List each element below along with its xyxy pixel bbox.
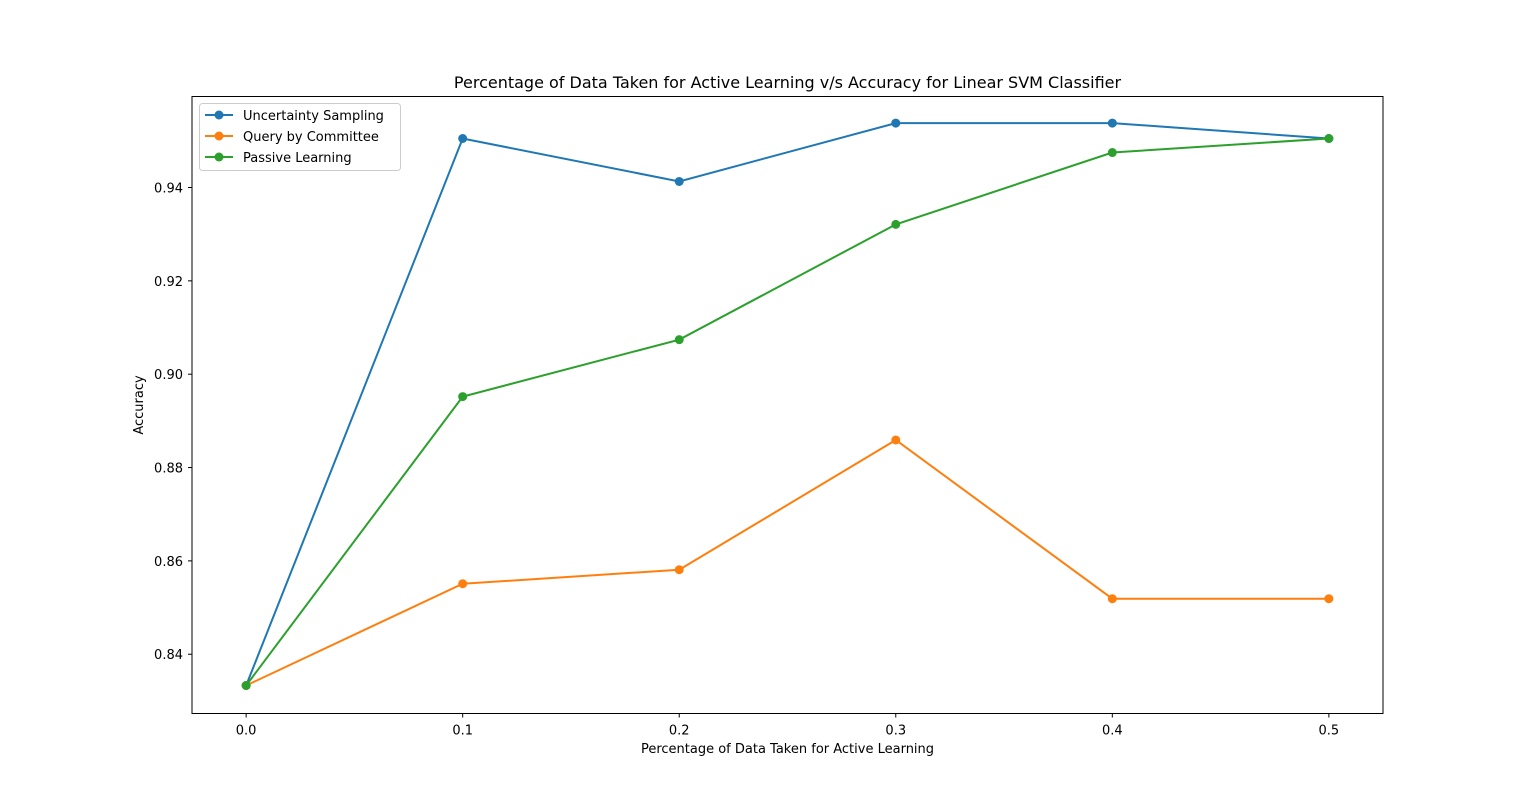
series-2 xyxy=(241,134,1334,690)
data-point xyxy=(674,176,684,186)
data-point xyxy=(458,134,468,144)
legend-item: Query by Committee xyxy=(205,130,379,145)
x-tick-label: 0.2 xyxy=(669,724,690,739)
x-tick-label: 0.5 xyxy=(1319,724,1340,739)
data-point xyxy=(241,680,251,690)
y-tick-label: 0.88 xyxy=(154,462,183,477)
data-point xyxy=(1107,148,1117,158)
legend-label: Query by Committee xyxy=(243,130,379,145)
legend-item: Passive Learning xyxy=(205,151,352,166)
legend-marker xyxy=(214,152,224,162)
series-line xyxy=(245,438,1329,687)
x-tick-label: 0.0 xyxy=(236,724,257,739)
series-line xyxy=(245,137,1329,687)
data-point xyxy=(674,335,684,345)
series-layer xyxy=(241,118,1334,690)
y-tick-label: 0.86 xyxy=(154,555,183,570)
y-tick-label: 0.84 xyxy=(154,648,183,663)
legend-marker xyxy=(214,110,224,120)
data-point xyxy=(891,435,901,445)
x-tick-label: 0.3 xyxy=(885,724,906,739)
data-point xyxy=(891,118,901,128)
y-axis-label: Accuracy xyxy=(132,375,147,435)
plot-frame xyxy=(191,96,1384,714)
y-tick-label: 0.90 xyxy=(154,368,183,383)
legend-label: Uncertainty Sampling xyxy=(243,109,384,124)
x-tick-label: 0.1 xyxy=(452,724,473,739)
data-point xyxy=(1107,118,1117,128)
legend-label: Passive Learning xyxy=(243,151,352,166)
data-point xyxy=(1107,594,1117,604)
data-point xyxy=(674,565,684,575)
chart-title: Percentage of Data Taken for Active Lear… xyxy=(454,73,1122,92)
data-point xyxy=(458,579,468,589)
x-axis: 0.0 0.1 0.2 0.3 0.4 0.5 xyxy=(236,713,1340,739)
legend-marker xyxy=(214,131,224,141)
x-axis-label: Percentage of Data Taken for Active Lear… xyxy=(641,742,934,757)
data-point xyxy=(891,219,901,229)
legend-item: Uncertainty Sampling xyxy=(205,109,384,124)
data-point xyxy=(1324,134,1334,144)
data-point xyxy=(458,392,468,402)
x-tick-label: 0.4 xyxy=(1102,724,1123,739)
y-tick-label: 0.94 xyxy=(154,182,183,197)
y-tick-label: 0.92 xyxy=(154,275,183,290)
series-line xyxy=(245,122,1329,686)
legend: Uncertainty Sampling Query by Committee Pa… xyxy=(199,103,401,171)
data-point xyxy=(1324,594,1334,604)
y-axis: 0.84 0.86 0.88 0.90 0.92 0.94 xyxy=(154,182,192,663)
legend-box xyxy=(199,103,401,171)
